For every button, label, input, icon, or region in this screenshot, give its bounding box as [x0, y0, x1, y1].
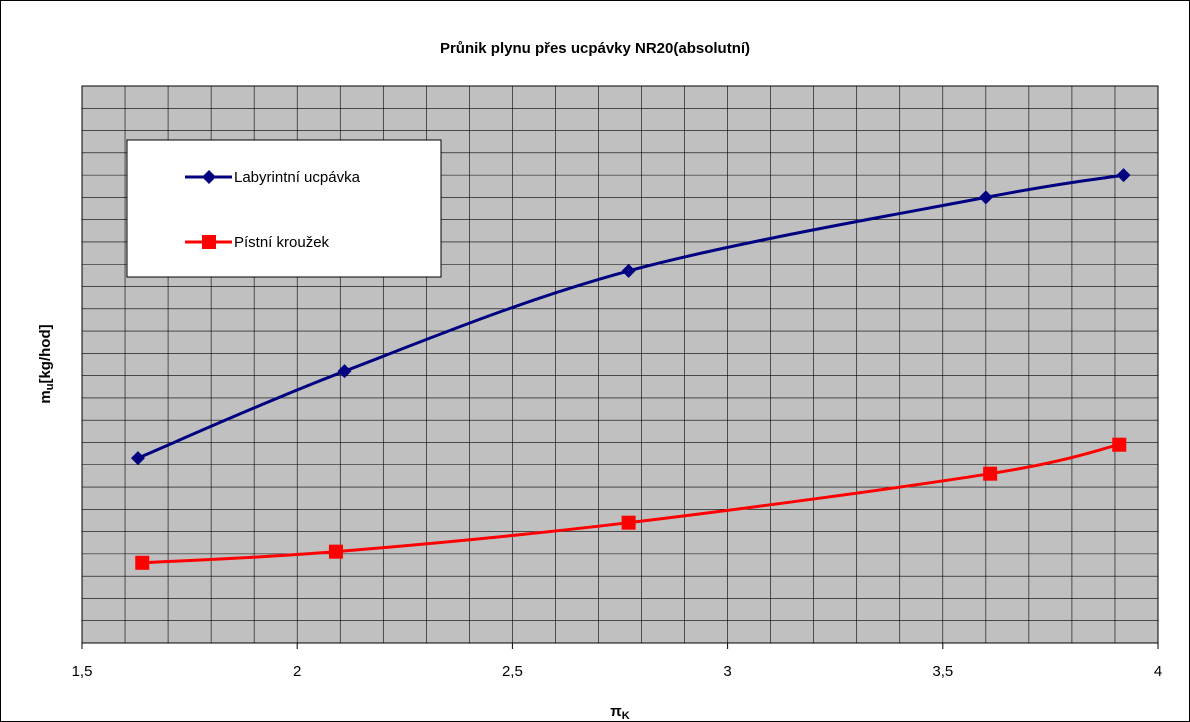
y-axis-title: mu[kg/hod]	[37, 324, 56, 403]
legend-box	[126, 139, 442, 278]
x-tick-label: 2,5	[502, 663, 523, 680]
x-tick-label: 4	[1154, 663, 1162, 680]
data-point-series-2	[328, 544, 343, 559]
data-point-series-2	[135, 555, 150, 570]
x-axis-title-main: π	[610, 703, 622, 720]
chart-title: Průnik plynu přes ucpávky NR20(absolutní…	[440, 40, 750, 57]
x-axis-title-sub: K	[622, 710, 630, 722]
y-axis-title-main: m	[37, 390, 54, 403]
data-point-series-1	[337, 364, 352, 379]
x-tick-label: 2	[293, 663, 301, 680]
legend-label-2: Pístní kroužek	[234, 234, 330, 251]
legend-marker-1	[202, 170, 216, 184]
data-point-series-1	[978, 190, 993, 205]
legend-marker-2	[202, 235, 216, 249]
data-point-series-2	[621, 515, 636, 530]
x-tick-label: 3,5	[932, 663, 953, 680]
series-layer	[130, 168, 1131, 570]
data-point-series-2	[1112, 437, 1127, 452]
data-point-series-1	[130, 451, 145, 466]
legend-label-1: Labyrintní ucpávka	[234, 169, 361, 186]
x-axis-title: πK	[610, 703, 629, 722]
x-tick-label: 1,5	[72, 663, 93, 680]
y-axis-title-sub: u	[44, 384, 56, 391]
data-point-series-2	[983, 466, 998, 481]
legend: Labyrintní ucpávka Pístní kroužek	[126, 139, 442, 278]
x-axis-ticks: 1,5 2 2,5 3 3,5 4	[72, 643, 1162, 680]
x-tick-label: 3	[723, 663, 731, 680]
y-axis-title-rest: [kg/hod]	[37, 324, 54, 383]
data-point-series-1	[1116, 168, 1131, 183]
data-point-series-1	[621, 263, 636, 278]
